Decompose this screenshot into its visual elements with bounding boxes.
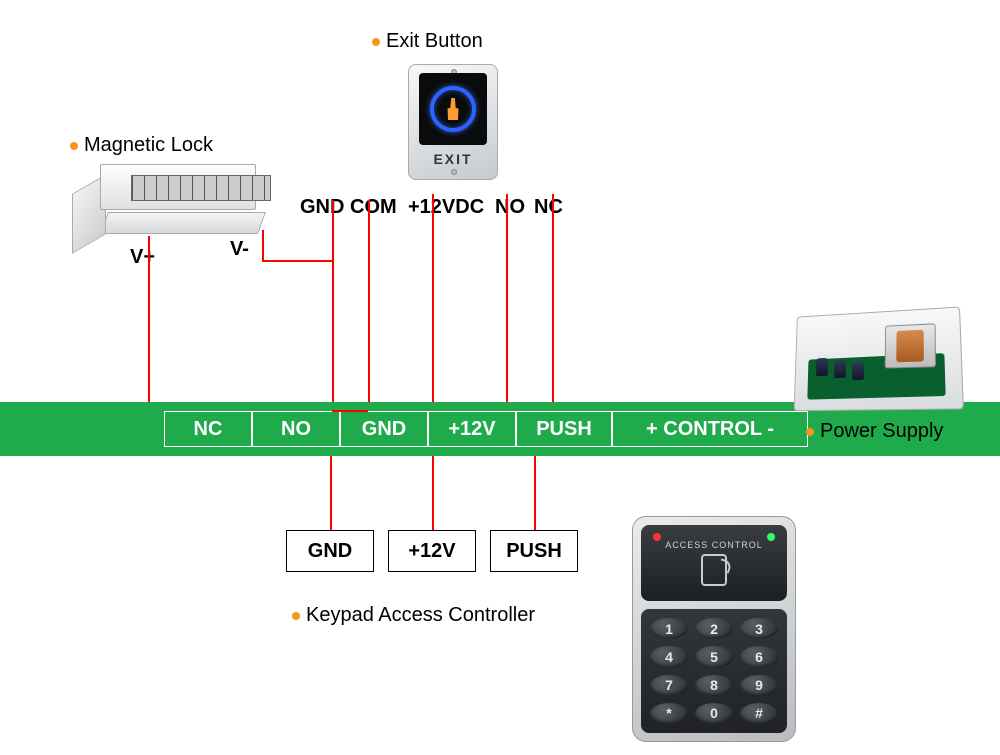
exit-button-label-text: Exit Button bbox=[386, 30, 483, 53]
power-supply-graphic bbox=[790, 310, 960, 410]
keypad-key: 2 bbox=[695, 618, 733, 639]
exit-wire-label: COM bbox=[350, 196, 397, 219]
magnetic-lock-label-text: Magnetic Lock bbox=[84, 134, 213, 157]
lower-terminal: PUSH bbox=[490, 530, 578, 572]
keypad-header: ACCESS CONTROL bbox=[665, 540, 763, 550]
keypad-key: 6 bbox=[740, 646, 778, 667]
keypad-graphic: ACCESS CONTROL 123 456 789 * 0 # bbox=[632, 516, 796, 742]
magnetic-lock-graphic bbox=[78, 164, 256, 232]
bullet-icon bbox=[372, 38, 380, 46]
wire bbox=[332, 410, 368, 412]
power-supply-label: Power Supply bbox=[806, 420, 943, 443]
magnetic-lock-label: Magnetic Lock bbox=[70, 134, 213, 157]
exit-wire-label: NO bbox=[495, 196, 525, 219]
exit-wire-label: +12VDC bbox=[408, 196, 484, 219]
exit-ring-icon bbox=[430, 86, 476, 132]
terminal-cell: +12V bbox=[428, 411, 516, 447]
keypad-label-text: Keypad Access Controller bbox=[306, 604, 535, 627]
keypad-key: 9 bbox=[740, 675, 778, 696]
keypad-keys: 123 456 789 * 0 # bbox=[641, 609, 787, 733]
exit-button-graphic: EXIT bbox=[408, 64, 498, 180]
wire bbox=[148, 236, 150, 402]
maglock-vplus: V+ bbox=[130, 246, 155, 269]
terminal-cell: NC bbox=[164, 411, 252, 447]
terminal-cell: + CONTROL - bbox=[612, 411, 808, 447]
keypad-key: 8 bbox=[695, 675, 733, 696]
wire bbox=[506, 194, 508, 402]
lower-terminal: GND bbox=[286, 530, 374, 572]
led-icon bbox=[653, 533, 661, 541]
maglock-vminus: V- bbox=[230, 238, 249, 261]
exit-face-text: EXIT bbox=[433, 151, 472, 167]
lower-terminal: +12V bbox=[388, 530, 476, 572]
led-icon bbox=[767, 533, 775, 541]
keypad-key: 7 bbox=[650, 675, 688, 696]
keypad-screen: ACCESS CONTROL bbox=[641, 525, 787, 601]
card-icon bbox=[701, 554, 727, 586]
terminal-cell: GND bbox=[340, 411, 428, 447]
keypad-key: 3 bbox=[740, 618, 778, 639]
terminal-cell: NO bbox=[252, 411, 340, 447]
wire bbox=[332, 200, 334, 402]
bullet-icon bbox=[806, 428, 814, 436]
keypad-label: Keypad Access Controller bbox=[292, 604, 535, 627]
wire bbox=[432, 194, 434, 402]
hand-icon bbox=[444, 98, 462, 120]
keypad-key: # bbox=[740, 703, 778, 724]
power-supply-label-text: Power Supply bbox=[820, 420, 943, 443]
keypad-key: 5 bbox=[695, 646, 733, 667]
terminal-cell: PUSH bbox=[516, 411, 612, 447]
wire bbox=[552, 194, 554, 402]
wire bbox=[262, 260, 332, 262]
keypad-key: * bbox=[650, 703, 688, 724]
wire bbox=[534, 456, 536, 530]
keypad-key: 0 bbox=[695, 703, 733, 724]
wire bbox=[368, 200, 370, 402]
wire bbox=[330, 456, 332, 530]
keypad-key: 4 bbox=[650, 646, 688, 667]
bullet-icon bbox=[70, 142, 78, 150]
bullet-icon bbox=[292, 612, 300, 620]
exit-button-label: Exit Button bbox=[372, 30, 483, 53]
keypad-key: 1 bbox=[650, 618, 688, 639]
exit-wire-label: NC bbox=[534, 196, 563, 219]
wire bbox=[432, 456, 434, 530]
exit-wire-label: GND bbox=[300, 196, 344, 219]
wire bbox=[262, 230, 264, 260]
